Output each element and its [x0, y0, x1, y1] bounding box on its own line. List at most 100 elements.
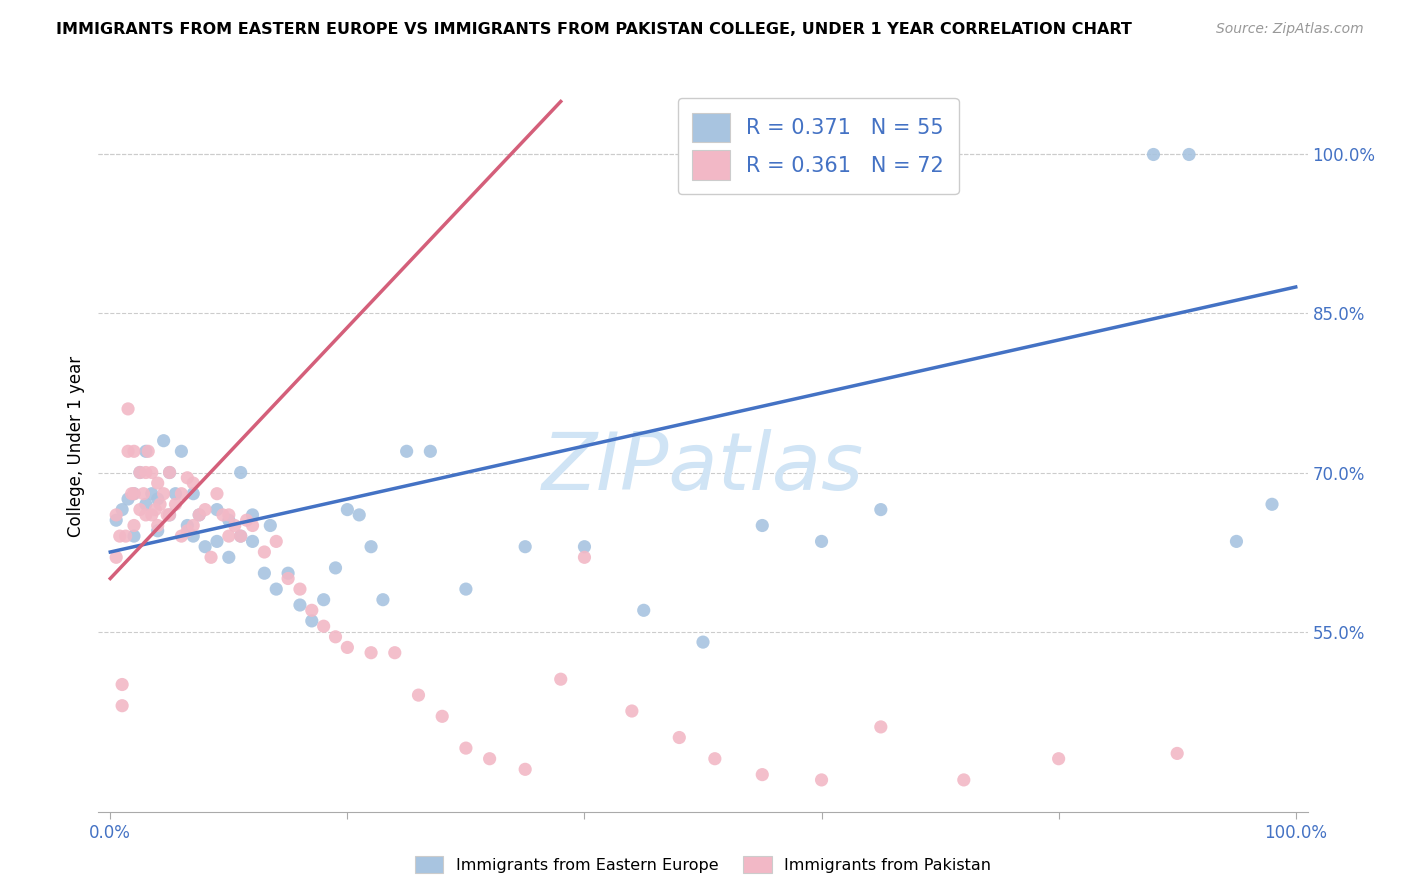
Point [1166, 747, 1188, 761]
Point [122, 518, 145, 533]
Point [146, 491, 169, 506]
Point [159, 508, 181, 522]
Point [188, 508, 211, 522]
Point [141, 466, 163, 480]
Point [454, 741, 477, 756]
Point [1047, 752, 1070, 766]
Point [312, 592, 335, 607]
Point [111, 698, 134, 713]
Point [159, 508, 181, 522]
Legend: R = 0.371   N = 55, R = 0.361   N = 72: R = 0.371 N = 55, R = 0.361 N = 72 [678, 98, 959, 194]
Point [810, 534, 832, 549]
Point [135, 497, 157, 511]
Point [371, 592, 394, 607]
Point [1261, 497, 1284, 511]
Point [188, 508, 211, 522]
Point [181, 518, 204, 533]
Point [132, 486, 155, 500]
Point [692, 635, 714, 649]
Point [170, 486, 193, 500]
Point [205, 502, 228, 516]
Point [347, 508, 370, 522]
Point [432, 709, 454, 723]
Point [165, 497, 187, 511]
Point [336, 640, 359, 655]
Point [141, 486, 163, 500]
Text: Source: ZipAtlas.com: Source: ZipAtlas.com [1216, 22, 1364, 37]
Point [229, 529, 252, 543]
Point [229, 466, 252, 480]
Point [156, 508, 179, 522]
Point [108, 529, 131, 543]
Point [176, 471, 198, 485]
Point [253, 545, 276, 559]
Point [288, 582, 311, 596]
Text: ZIPatlas: ZIPatlas [541, 429, 865, 507]
Point [395, 444, 418, 458]
Y-axis label: College, Under 1 year: College, Under 1 year [66, 355, 84, 537]
Point [194, 502, 217, 516]
Point [149, 497, 172, 511]
Point [121, 486, 143, 500]
Point [205, 534, 228, 549]
Point [869, 502, 891, 516]
Text: IMMIGRANTS FROM EASTERN EUROPE VS IMMIGRANTS FROM PAKISTAN COLLEGE, UNDER 1 YEAR: IMMIGRANTS FROM EASTERN EUROPE VS IMMIGR… [56, 22, 1132, 37]
Point [212, 508, 235, 522]
Point [105, 550, 128, 565]
Point [325, 630, 347, 644]
Point [117, 444, 139, 458]
Point [114, 529, 136, 543]
Point [360, 646, 382, 660]
Point [952, 772, 974, 787]
Point [235, 513, 257, 527]
Point [550, 672, 572, 686]
Point [515, 540, 537, 554]
Point [181, 476, 204, 491]
Point [242, 518, 264, 533]
Point [218, 529, 240, 543]
Point [176, 524, 198, 538]
Point [111, 677, 134, 691]
Point [242, 534, 264, 549]
Point [288, 598, 311, 612]
Point [165, 486, 187, 500]
Point [253, 566, 276, 581]
Point [325, 561, 347, 575]
Point [242, 508, 264, 522]
Point [159, 466, 181, 480]
Point [312, 619, 335, 633]
Point [117, 491, 139, 506]
Point [574, 550, 596, 565]
Point [129, 466, 152, 480]
Point [146, 476, 169, 491]
Point [869, 720, 891, 734]
Point [152, 486, 174, 500]
Point [360, 540, 382, 554]
Point [152, 434, 174, 448]
Point [229, 529, 252, 543]
Point [146, 518, 169, 533]
Point [264, 582, 287, 596]
Point [668, 731, 690, 745]
Point [122, 486, 145, 500]
Point [159, 466, 181, 480]
Point [1225, 534, 1247, 549]
Point [218, 513, 240, 527]
Point [218, 550, 240, 565]
Point [181, 486, 204, 500]
Point [111, 502, 134, 516]
Point [122, 529, 145, 543]
Point [176, 518, 198, 533]
Point [264, 534, 287, 549]
Point [141, 508, 163, 522]
Point [277, 572, 299, 586]
Point [574, 540, 596, 554]
Point [135, 444, 157, 458]
Point [277, 566, 299, 581]
Point [633, 603, 655, 617]
Point [224, 518, 246, 533]
Point [129, 466, 152, 480]
Point [200, 550, 222, 565]
Point [105, 513, 128, 527]
Point [301, 603, 323, 617]
